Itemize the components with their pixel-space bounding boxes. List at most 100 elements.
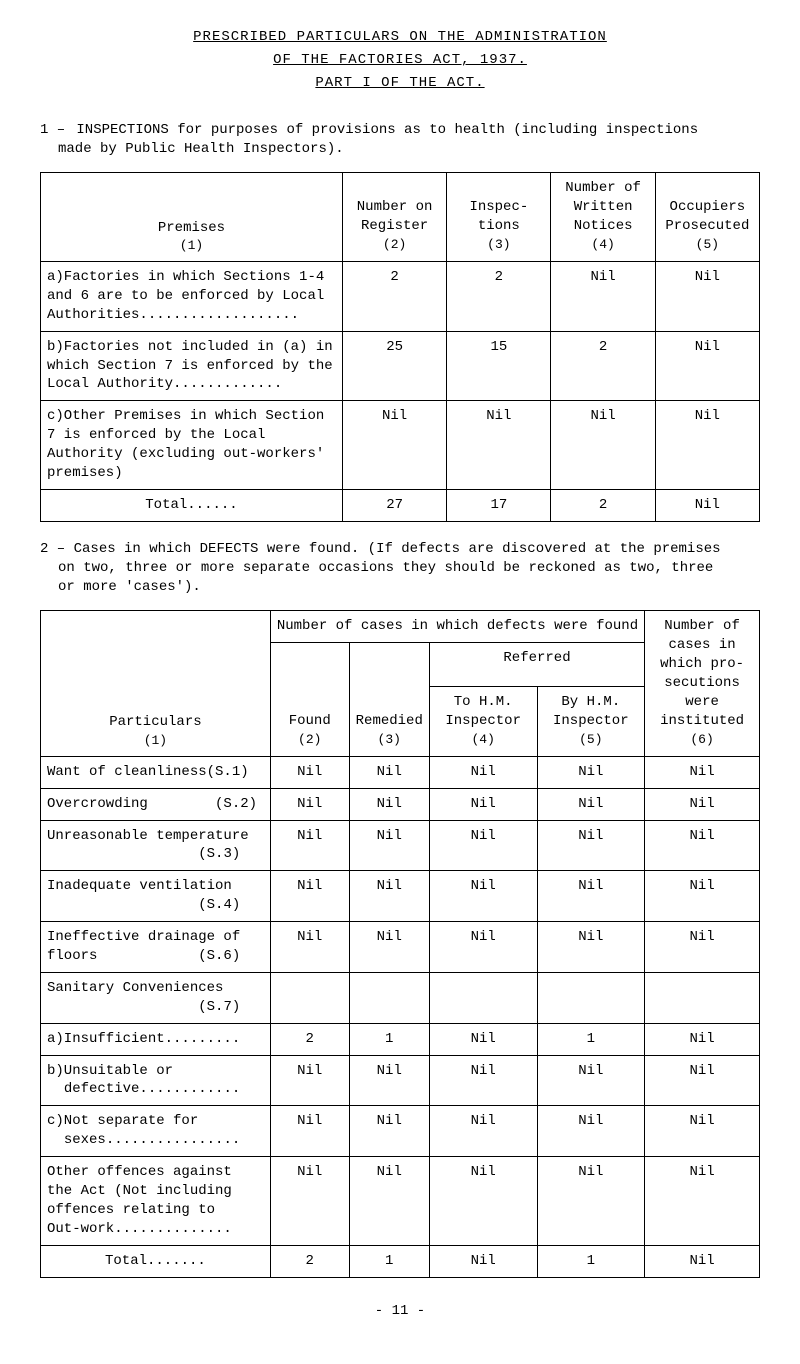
written-head-idx: (4) <box>591 237 614 252</box>
cell-value: Nil <box>349 1055 429 1106</box>
cell-label: b)Factories not included in (a) in which… <box>41 331 343 401</box>
cell-label: Inadequate ventilation (S.4) <box>41 871 271 922</box>
table-row: Inadequate ventilation (S.4)NilNilNilNil… <box>41 871 760 922</box>
cell-label: c)Other Premises in which Section 7 is e… <box>41 401 343 490</box>
section-1-marker: 1 – <box>40 121 68 140</box>
cell-value: Nil <box>645 1245 760 1277</box>
cell-value <box>537 972 645 1023</box>
cell-total-label: Total....... <box>41 1245 271 1277</box>
cell-value: Nil <box>429 922 537 973</box>
table-row: c)Other Premises in which Section 7 is e… <box>41 401 760 490</box>
cell-value <box>270 972 349 1023</box>
cell-value: Nil <box>645 871 760 922</box>
cell-value: Nil <box>655 401 759 490</box>
table-row: Overcrowding (S.2)NilNilNilNilNil <box>41 788 760 820</box>
col-particulars-header: Particulars (1) <box>41 611 271 756</box>
cell-label: Other offences against the Act (Not incl… <box>41 1157 271 1246</box>
cell-value: Nil <box>342 401 446 490</box>
table-header-row: Premises (1) Number on Register (2) Insp… <box>41 173 760 262</box>
cell-value: Nil <box>645 1106 760 1157</box>
table-row: b)Factories not included in (a) in which… <box>41 331 760 401</box>
cell-value: Nil <box>537 788 645 820</box>
col-register-header: Number on Register (2) <box>342 173 446 262</box>
inspections-head-idx: (3) <box>487 237 510 252</box>
byhm-head-idx: (5) <box>579 732 602 747</box>
cell-label: Want of cleanliness(S.1) <box>41 756 271 788</box>
remedied-head-text: Remedied <box>356 713 423 729</box>
table-row: a)Insufficient.........21Nil1Nil <box>41 1023 760 1055</box>
cell-label: Unreasonable temperature (S.3) <box>41 820 271 871</box>
page-root: PRESCRIBED PARTICULARS ON THE ADMINISTRA… <box>0 0 800 1340</box>
found-head-idx: (2) <box>298 732 321 747</box>
cell-value: Nil <box>645 1023 760 1055</box>
cell-value: 27 <box>342 489 446 521</box>
page-number: - 11 - <box>40 1302 760 1321</box>
register-head-text: Number on Register <box>357 199 433 234</box>
cell-value <box>645 972 760 1023</box>
cell-value: Nil <box>655 489 759 521</box>
cell-label: a)Factories in which Sections 1-4 and 6 … <box>41 262 343 332</box>
cell-value: Nil <box>429 1157 537 1246</box>
col-occupiers-header: Occupiers Prosecuted (5) <box>655 173 759 262</box>
cell-label: Sanitary Conveniences (S.7) <box>41 972 271 1023</box>
found-head-text: Found <box>289 713 331 729</box>
cell-value: Nil <box>655 331 759 401</box>
occupiers-head-idx: (5) <box>696 237 719 252</box>
table-total-row: Total...... 27 17 2 Nil <box>41 489 760 521</box>
col-byhm-header: By H.M. Inspector (5) <box>537 687 645 757</box>
cell-value: Nil <box>537 871 645 922</box>
cell-value: Nil <box>270 1055 349 1106</box>
table-defects: Particulars (1) Number of cases in which… <box>40 610 760 1277</box>
cell-value: Nil <box>429 820 537 871</box>
tohm-head-text: To H.M. Inspector <box>445 694 521 729</box>
col-prosec-header: Number of cases in which pro- secutions … <box>645 611 760 756</box>
cell-value: Nil <box>429 1055 537 1106</box>
table-row: Want of cleanliness(S.1)NilNilNilNilNil <box>41 756 760 788</box>
table-row: a)Factories in which Sections 1-4 and 6 … <box>41 262 760 332</box>
cell-value <box>349 972 429 1023</box>
tohm-head-idx: (4) <box>471 732 494 747</box>
cell-value: Nil <box>645 922 760 973</box>
cell-value: Nil <box>349 1157 429 1246</box>
cell-value: 2 <box>270 1023 349 1055</box>
section-2-text-a: Cases in which DEFECTS were found. (If d… <box>74 541 721 557</box>
cell-value: 2 <box>551 331 655 401</box>
col-written-header: Number of Written Notices (4) <box>551 173 655 262</box>
occupiers-head-text: Occupiers Prosecuted <box>665 199 749 234</box>
cell-value: Nil <box>645 788 760 820</box>
cell-value: Nil <box>349 788 429 820</box>
cell-value: 25 <box>342 331 446 401</box>
table-header-row: Particulars (1) Number of cases in which… <box>41 611 760 643</box>
section-1-text-b: made by Public Health Inspectors). <box>40 140 760 159</box>
cell-value: 15 <box>447 331 551 401</box>
title-line-2: OF THE FACTORIES ACT, 1937. <box>273 51 527 70</box>
cell-value: Nil <box>349 820 429 871</box>
cell-value: Nil <box>537 756 645 788</box>
cell-value: 2 <box>342 262 446 332</box>
table-inspections: Premises (1) Number on Register (2) Insp… <box>40 172 760 521</box>
cell-label: c)Not separate for sexes................ <box>41 1106 271 1157</box>
cell-value: Nil <box>447 401 551 490</box>
col-inspections-header: Inspec- tions (3) <box>447 173 551 262</box>
cell-label: Overcrowding (S.2) <box>41 788 271 820</box>
cell-value: Nil <box>270 922 349 973</box>
cell-value: Nil <box>537 820 645 871</box>
col-found-header: Found (2) <box>270 643 349 756</box>
cell-label: b)Unsuitable or defective............ <box>41 1055 271 1106</box>
title-block: PRESCRIBED PARTICULARS ON THE ADMINISTRA… <box>40 28 760 97</box>
section-2-intro: 2 – Cases in which DEFECTS were found. (… <box>40 540 760 597</box>
cell-value: Nil <box>537 1055 645 1106</box>
cell-value: 1 <box>349 1245 429 1277</box>
cell-label: a)Insufficient......... <box>41 1023 271 1055</box>
prosec-head-text: Number of cases in which pro- secutions … <box>660 618 744 728</box>
cell-value: 1 <box>537 1245 645 1277</box>
section-2-text-c: or more 'cases'). <box>40 578 760 597</box>
section-1-intro: 1 – INSPECTIONS for purposes of provisio… <box>40 121 760 159</box>
cell-value: Nil <box>349 756 429 788</box>
title-line-3: PART I OF THE ACT. <box>315 74 484 93</box>
register-head-idx: (2) <box>383 237 406 252</box>
cell-value: Nil <box>429 788 537 820</box>
cell-value: 17 <box>447 489 551 521</box>
table-row: b)Unsuitable or defective............Nil… <box>41 1055 760 1106</box>
cell-value: Nil <box>645 1157 760 1246</box>
